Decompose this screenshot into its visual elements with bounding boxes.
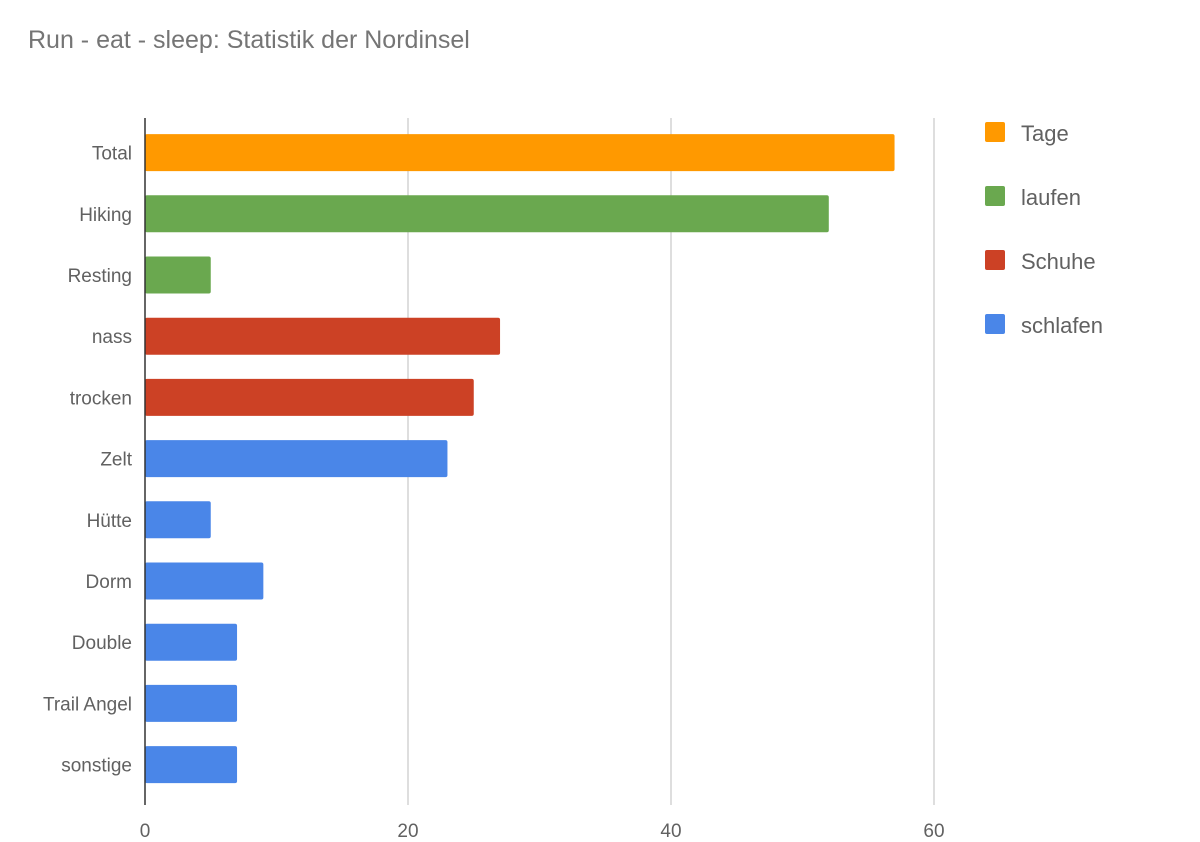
category-label: Resting: [68, 266, 132, 287]
legend-label: laufen: [1021, 185, 1081, 210]
bar-sonstige: [145, 746, 238, 784]
legend-label: schlafen: [1021, 313, 1103, 338]
bar-zelt: [145, 440, 448, 478]
category-label: Hiking: [79, 205, 132, 226]
category-label: Dorm: [86, 572, 132, 593]
category-label: nass: [92, 327, 132, 348]
bar-resting: [145, 256, 211, 294]
category-label: sonstige: [61, 756, 132, 777]
legend-swatch-laufen: [985, 186, 1005, 206]
legend-swatch-schuhe: [985, 250, 1005, 270]
x-tick-label: 40: [660, 821, 681, 842]
x-tick-label: 20: [397, 821, 418, 842]
bar-double: [145, 623, 238, 661]
category-label: Hütte: [87, 511, 132, 532]
chart-title: Run - eat - sleep: Statistik der Nordins…: [28, 26, 470, 54]
legend-swatch-schlafen: [985, 314, 1005, 334]
legend-label: Tage: [1021, 121, 1069, 146]
category-label: trocken: [70, 388, 132, 409]
category-label: Zelt: [100, 450, 132, 471]
category-label: Trail Angel: [43, 694, 132, 715]
x-tick-label: 60: [923, 821, 944, 842]
bar-trail-angel: [145, 684, 238, 722]
x-tick-label: 0: [140, 821, 151, 842]
category-label: Double: [72, 633, 132, 654]
legend-swatch-tage: [985, 122, 1005, 142]
bar-hütte: [145, 501, 211, 539]
bar-hiking: [145, 195, 829, 233]
legend-label: Schuhe: [1021, 249, 1096, 274]
bar-trocken: [145, 378, 474, 416]
bar-nass: [145, 317, 501, 355]
bar-total: [145, 134, 895, 172]
category-label: Total: [92, 144, 132, 165]
bar-dorm: [145, 562, 264, 600]
